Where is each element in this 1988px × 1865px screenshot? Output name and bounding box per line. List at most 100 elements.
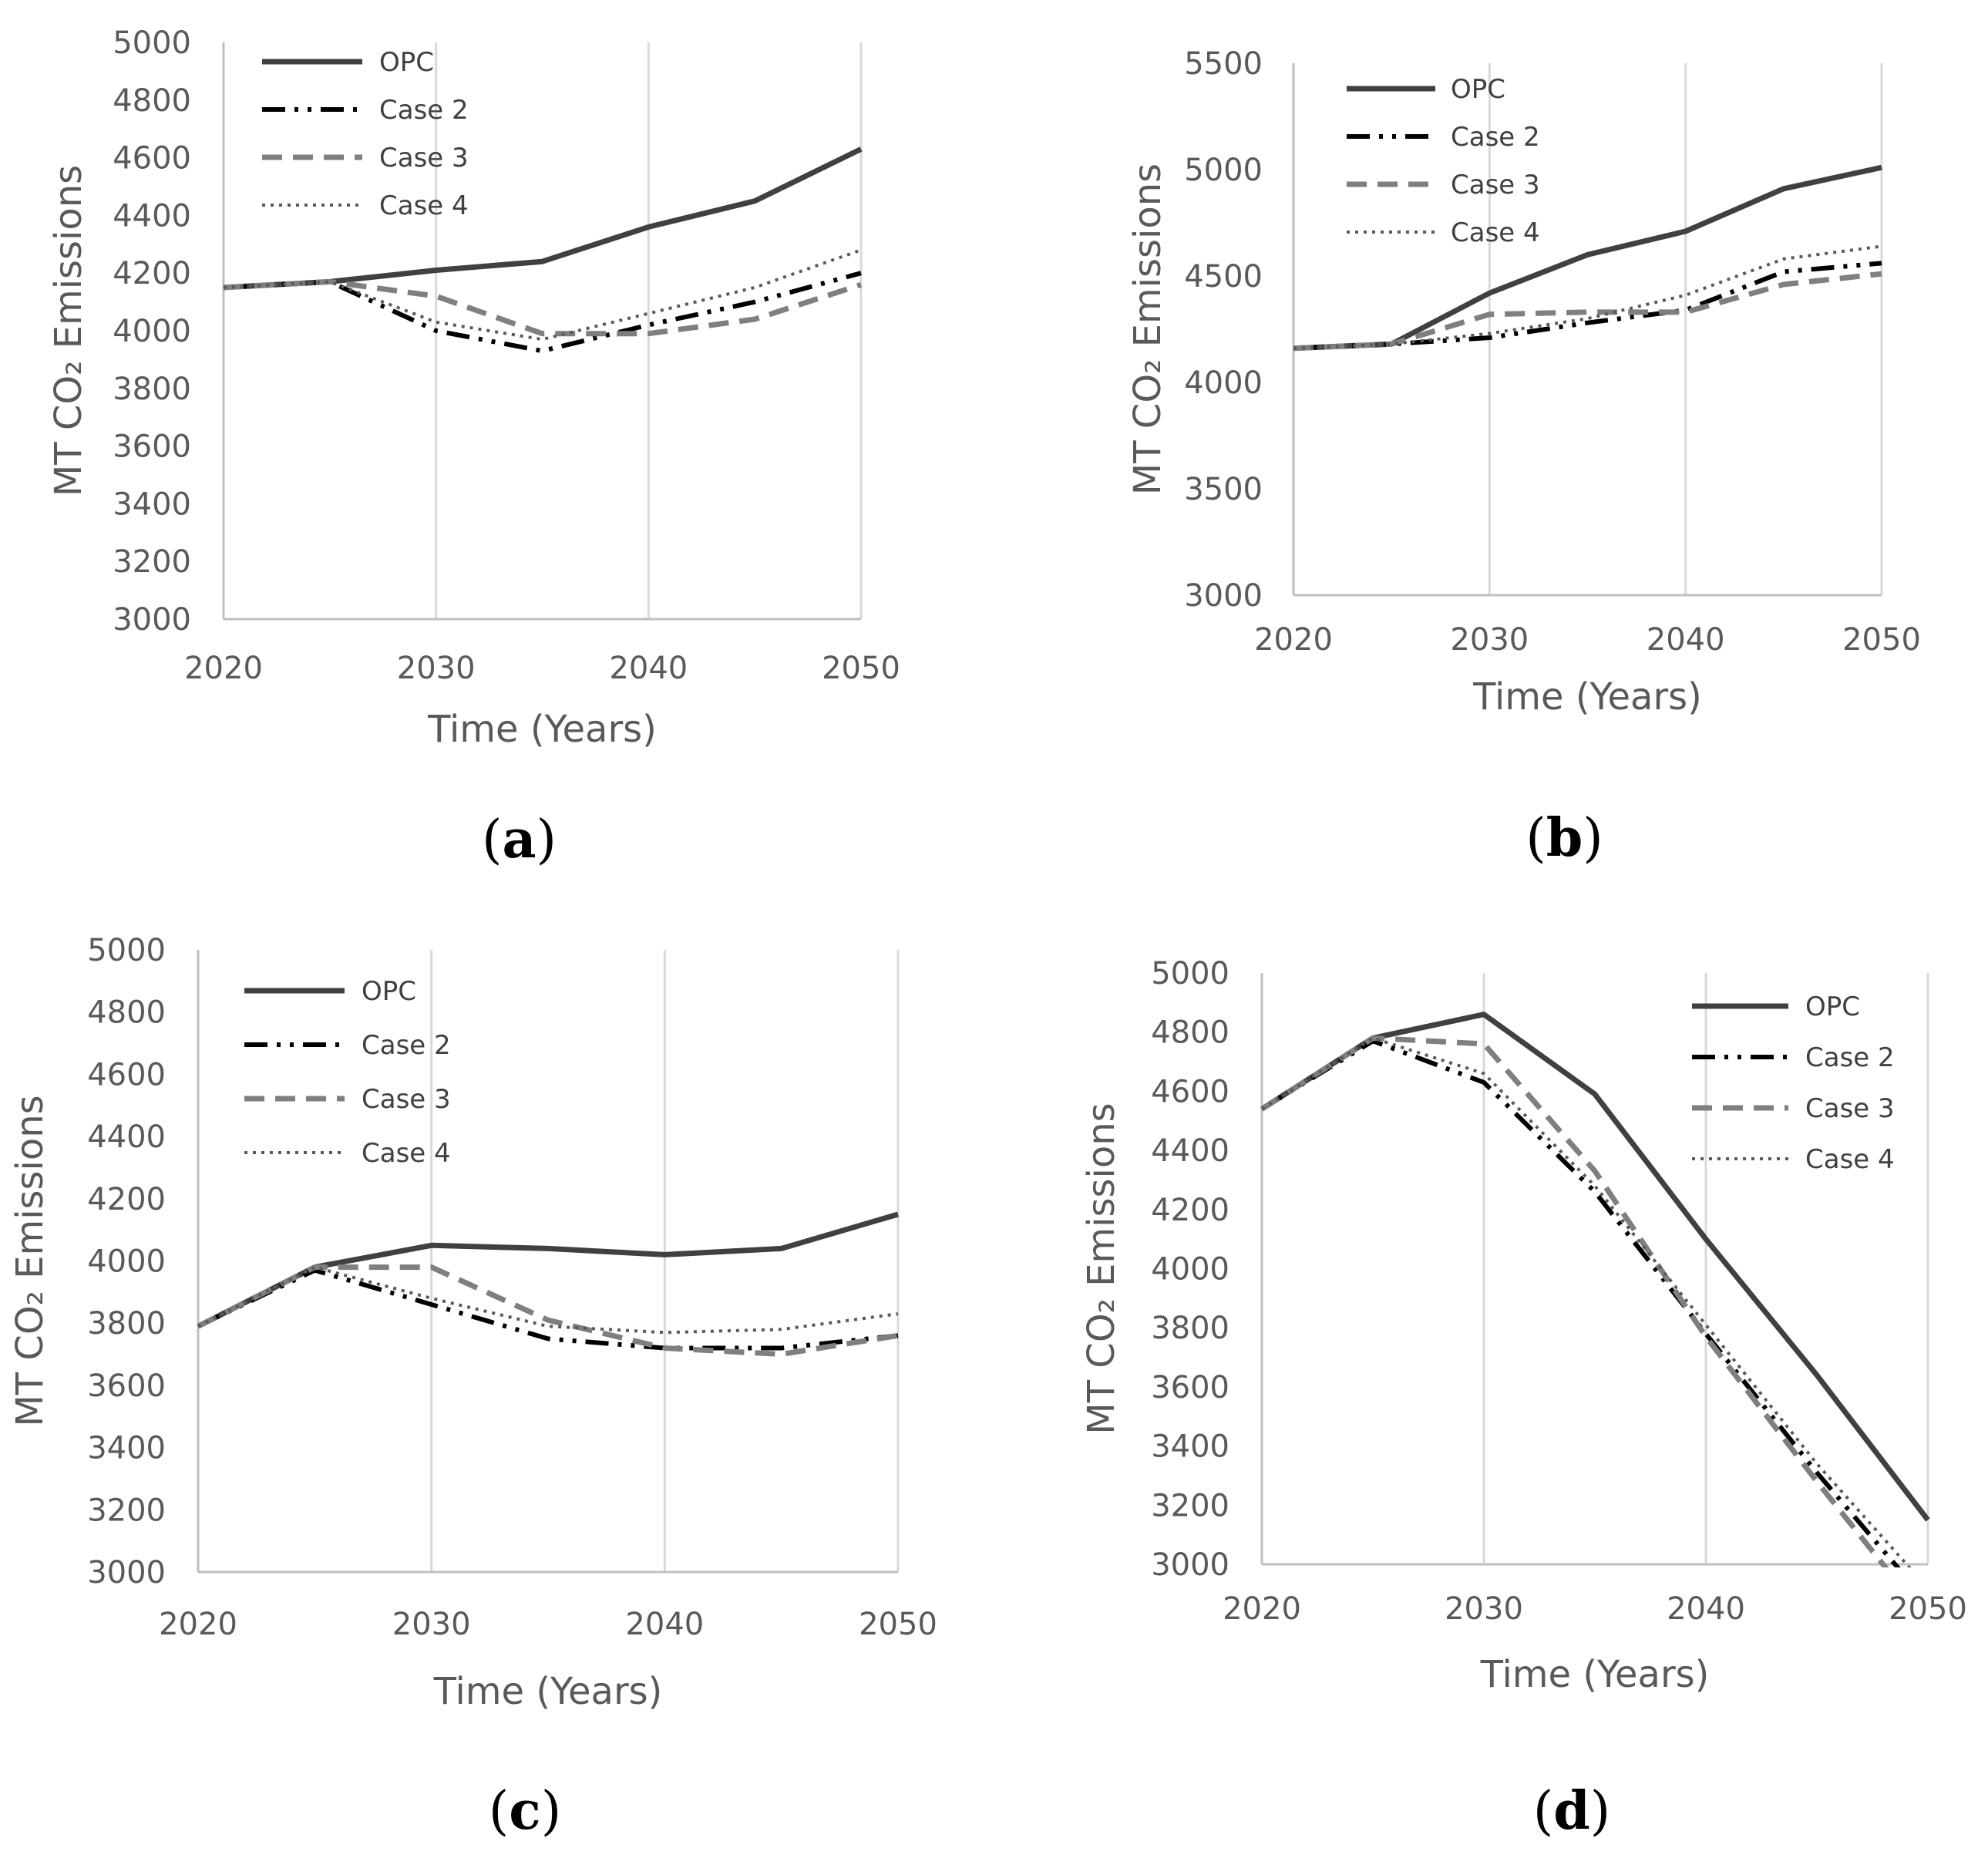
legend-label: Case 2 xyxy=(379,95,469,126)
x-axis-title: Time (Years) xyxy=(1480,1653,1710,1696)
y-tick-label: 3000 xyxy=(1151,1547,1229,1583)
x-tick-label: 2020 xyxy=(184,651,263,686)
y-tick-label: 3800 xyxy=(113,372,191,407)
legend-label: Case 2 xyxy=(1805,1042,1895,1073)
y-tick-label: 3500 xyxy=(1184,472,1263,507)
y-tick-label: 5000 xyxy=(1151,956,1229,991)
legend-label: Case 3 xyxy=(1805,1093,1895,1124)
y-tick-label: 3000 xyxy=(113,602,191,638)
chart-a: 3000 3200 3400 3600 3800 4000 4200 4400 4600 4800… xyxy=(47,25,900,870)
panel-letter: b xyxy=(1546,807,1583,869)
series-line-case-4 xyxy=(197,1265,899,1335)
y-tick-label: 5000 xyxy=(1184,153,1263,188)
x-tick-label: 2030 xyxy=(392,1607,471,1642)
x-tick-label: 2020 xyxy=(1254,622,1333,658)
y-tick-label: 3600 xyxy=(113,429,191,465)
y-tick-label: 4200 xyxy=(87,1182,166,1217)
legend-label: OPC xyxy=(1805,991,1860,1022)
legend-label: OPC xyxy=(1451,74,1505,105)
x-tick-label: 2020 xyxy=(159,1607,237,1642)
panel-label: (d) xyxy=(1533,1780,1611,1842)
chart-b: 3000 3500 4000 4500 5000 5500 2020 2030 2040 2050… xyxy=(1126,46,1921,869)
series-line-case-3 xyxy=(1260,1035,1889,1567)
y-axis-title: MT CO₂ Emissions xyxy=(1126,163,1169,495)
y-tick-label: 3000 xyxy=(1184,578,1263,614)
panel-label: (a) xyxy=(482,809,557,870)
series-line-opc xyxy=(223,146,863,291)
legend-label: Case 3 xyxy=(1451,170,1540,200)
y-tick-label: 3400 xyxy=(87,1431,166,1466)
x-tick-label: 2030 xyxy=(1450,622,1529,658)
y-tick-label: 4200 xyxy=(113,256,191,291)
series-line-case-2 xyxy=(197,1267,899,1351)
y-tick-label: 3400 xyxy=(113,486,191,522)
series-line-opc xyxy=(197,1211,899,1329)
panel-letter: a xyxy=(502,809,536,870)
y-tick-label: 5500 xyxy=(1184,46,1263,82)
y-tick-label: 3400 xyxy=(1151,1429,1229,1465)
series-group xyxy=(1293,164,1882,352)
series-line-opc xyxy=(1260,1012,1930,1522)
legend: OPC Case 2 Case 3 Case 4 xyxy=(1347,74,1540,248)
y-tick-label: 4000 xyxy=(87,1244,166,1280)
series-line-case-2 xyxy=(1260,1039,1901,1567)
legend-label: Case 3 xyxy=(379,143,469,173)
chart-c: 3000 3200 3400 3600 3800 4000 4200 4400 4600 4800… xyxy=(8,933,937,1842)
series-line-case-3 xyxy=(1293,271,1882,352)
y-tick-label: 4600 xyxy=(113,141,191,177)
y-tick-label: 3000 xyxy=(87,1555,166,1591)
series-group xyxy=(197,1211,899,1357)
y-tick-label: 4000 xyxy=(113,314,191,349)
panel-label: (c) xyxy=(489,1780,561,1842)
y-tick-label: 4000 xyxy=(1184,365,1263,401)
y-tick-label: 4600 xyxy=(87,1057,166,1092)
x-tick-label: 2040 xyxy=(1667,1591,1745,1627)
x-axis-title: Time (Years) xyxy=(427,708,657,751)
panel-letter: c xyxy=(509,1780,540,1842)
x-tick-label: 2030 xyxy=(1445,1591,1523,1627)
series-group xyxy=(223,146,863,354)
series-line-case-2 xyxy=(1293,261,1882,351)
legend-label: OPC xyxy=(362,976,416,1007)
y-tick-label: 3600 xyxy=(1151,1370,1229,1405)
y-tick-label: 4800 xyxy=(1151,1015,1229,1051)
y-tick-label: 4400 xyxy=(87,1119,166,1155)
x-tick-label: 2050 xyxy=(822,651,900,686)
x-axis-title: Time (Years) xyxy=(433,1670,663,1713)
x-tick-label: 2050 xyxy=(1889,1591,1967,1627)
legend-label: Case 3 xyxy=(362,1084,451,1115)
y-axis-title: MT CO₂ Emissions xyxy=(1080,1103,1123,1434)
series-group xyxy=(1260,1012,1930,1567)
legend-label: Case 4 xyxy=(1451,217,1540,248)
legend-label: Case 4 xyxy=(362,1138,451,1169)
panel-label: (b) xyxy=(1525,807,1603,869)
legend-label: Case 2 xyxy=(362,1030,451,1061)
legend-label: OPC xyxy=(379,47,434,78)
y-tick-label: 4800 xyxy=(87,995,166,1031)
y-tick-label: 3800 xyxy=(87,1306,166,1342)
y-tick-label: 5000 xyxy=(87,933,166,968)
x-axis-title: Time (Years) xyxy=(1472,675,1702,719)
y-tick-label: 3800 xyxy=(1151,1311,1229,1346)
y-tick-label: 3200 xyxy=(1151,1488,1229,1523)
y-tick-label: 3200 xyxy=(87,1493,166,1528)
y-tick-label: 4400 xyxy=(1151,1133,1229,1169)
y-tick-label: 4200 xyxy=(1151,1193,1229,1228)
y-tick-label: 3200 xyxy=(113,544,191,580)
legend-label: Case 4 xyxy=(1805,1144,1895,1175)
x-tick-label: 2050 xyxy=(859,1607,937,1642)
y-tick-label: 4800 xyxy=(113,83,191,119)
legend: OPC Case 2 Case 3 Case 4 xyxy=(262,47,469,221)
x-tick-label: 2050 xyxy=(1842,622,1921,658)
y-tick-label: 4000 xyxy=(1151,1252,1229,1288)
y-tick-label: 4600 xyxy=(1151,1074,1229,1109)
legend: OPC Case 2 Case 3 Case 4 xyxy=(244,976,451,1169)
series-line-case-3 xyxy=(223,278,863,337)
y-axis-title: MT CO₂ Emissions xyxy=(8,1095,52,1426)
legend-label: Case 2 xyxy=(1451,122,1540,153)
legend-label: Case 4 xyxy=(379,190,469,221)
series-line-case-3 xyxy=(197,1264,899,1357)
x-tick-label: 2040 xyxy=(609,651,688,686)
series-line-case-4 xyxy=(1293,244,1882,350)
